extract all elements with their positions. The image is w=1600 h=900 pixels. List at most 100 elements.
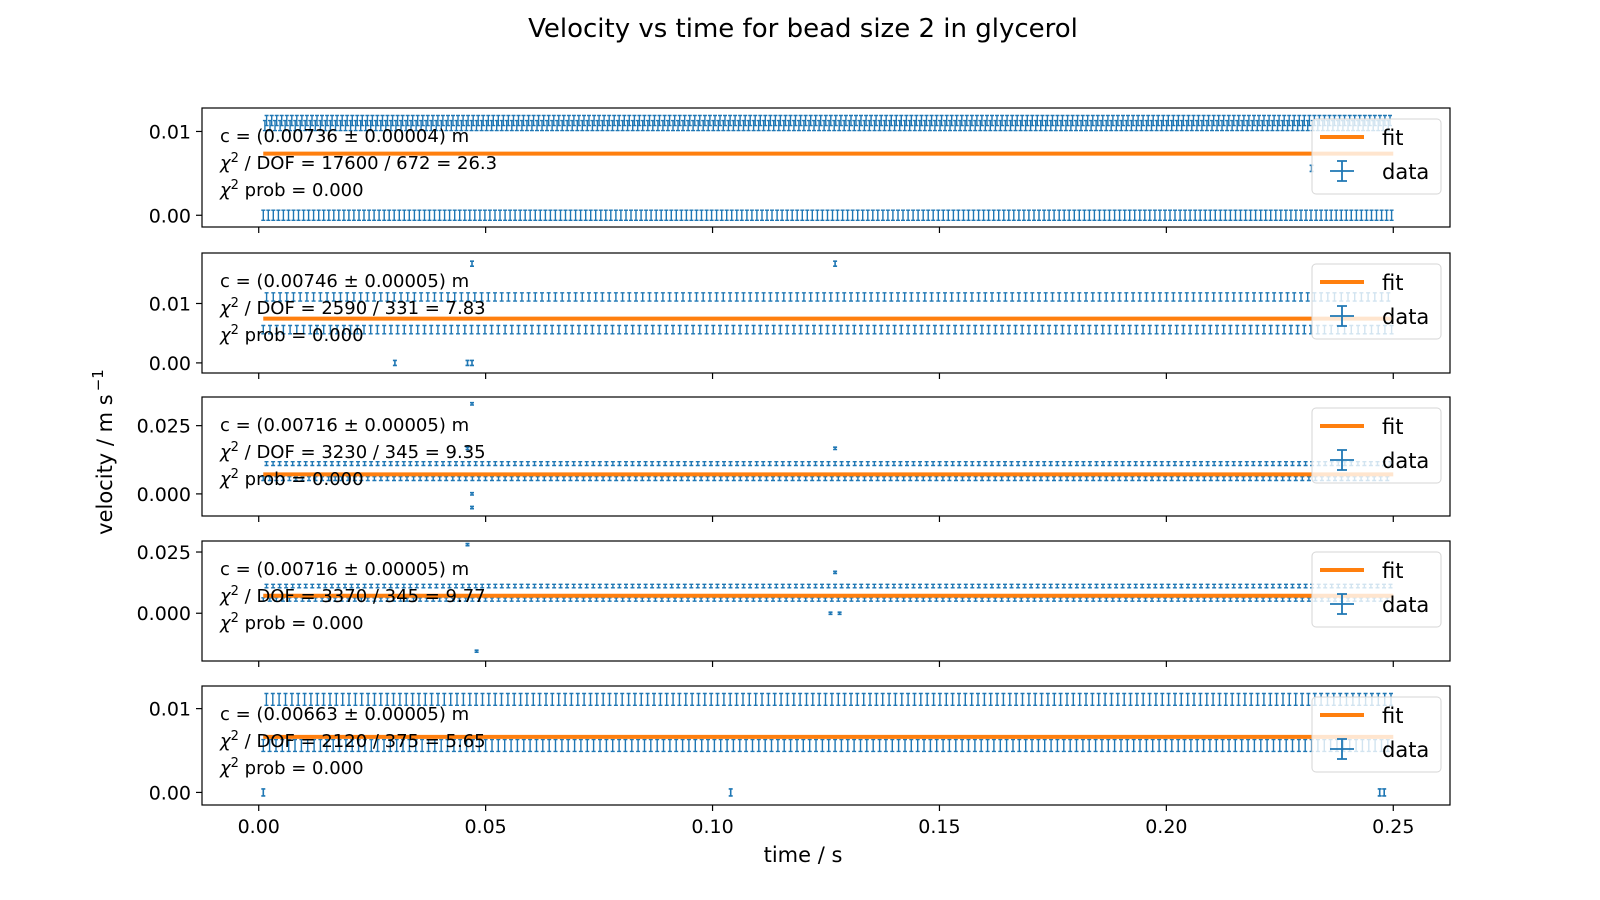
data-point <box>365 597 370 602</box>
data-point <box>1314 209 1319 221</box>
data-point <box>1097 597 1102 602</box>
data-point <box>269 114 274 127</box>
data-point <box>264 583 269 589</box>
data-point <box>604 738 609 753</box>
data-point <box>1127 324 1132 335</box>
data-point <box>1156 597 1161 602</box>
data-point <box>788 292 793 302</box>
data-point <box>813 583 818 589</box>
annotation-chi2-prob: χ2 prob = 0.000 <box>219 611 364 634</box>
data-point <box>515 738 520 753</box>
data-point <box>640 292 645 302</box>
y-tick-label: 0.01 <box>149 121 191 143</box>
data-point <box>1201 738 1206 753</box>
data-point <box>702 583 707 589</box>
data-point <box>780 209 785 221</box>
data-point <box>882 476 887 482</box>
data-point <box>338 292 343 302</box>
data-point <box>1255 324 1260 335</box>
data-point <box>1185 692 1190 706</box>
data-point <box>1014 692 1019 706</box>
data-point <box>483 738 488 753</box>
data-point <box>1179 583 1184 589</box>
data-point <box>924 114 929 127</box>
data-point <box>324 738 329 753</box>
data-point <box>558 461 563 467</box>
data-point <box>299 738 304 753</box>
data-point <box>905 583 909 589</box>
y-tick-label: 0.01 <box>149 699 191 721</box>
data-point <box>1084 692 1088 706</box>
data-point <box>1270 583 1275 589</box>
data-point <box>744 476 749 482</box>
data-point <box>561 476 566 482</box>
data-point <box>639 692 644 706</box>
data-point <box>1184 292 1189 302</box>
data-point <box>815 292 820 302</box>
data-point <box>400 114 405 127</box>
data-point <box>760 692 764 706</box>
data-point <box>499 583 504 589</box>
data-point <box>918 692 923 706</box>
data-point <box>1254 597 1259 602</box>
data-point <box>489 324 494 335</box>
data-point <box>1156 476 1161 482</box>
data-point <box>947 597 952 602</box>
data-point <box>388 738 393 753</box>
data-point <box>538 209 543 221</box>
data-point <box>656 461 661 467</box>
data-point <box>1238 583 1243 589</box>
data-point <box>614 476 619 482</box>
data-point <box>350 738 355 753</box>
data-point <box>1354 209 1359 221</box>
data-point-outlier <box>470 401 474 406</box>
data-point <box>680 738 685 753</box>
data-point <box>872 461 877 467</box>
data-point <box>1274 476 1279 482</box>
data-point <box>408 461 413 467</box>
data-point <box>1304 209 1308 221</box>
data-point <box>437 209 442 221</box>
data-point <box>493 209 497 221</box>
data-point <box>803 114 808 127</box>
data-point <box>385 597 390 602</box>
data-point <box>1244 583 1249 589</box>
data-point <box>467 461 472 467</box>
data-point <box>966 209 971 221</box>
data-point <box>1134 324 1139 335</box>
data-point <box>1244 461 1249 467</box>
data-point <box>1280 597 1285 602</box>
data-point <box>1173 209 1177 221</box>
data-point <box>718 324 722 335</box>
data-point <box>487 209 492 221</box>
data-point <box>979 738 984 753</box>
data-point <box>261 738 266 753</box>
data-point <box>669 583 674 589</box>
data-point <box>939 324 944 335</box>
x-tick-label: 0.25 <box>1372 816 1414 838</box>
data-point <box>784 476 789 482</box>
data-point <box>1003 461 1007 467</box>
data-point <box>1146 583 1151 589</box>
data-point <box>1102 209 1107 221</box>
data-point <box>398 476 403 482</box>
data-point <box>944 692 949 706</box>
data-point <box>708 461 713 467</box>
data-point <box>531 692 536 706</box>
x-tick-label: 0.10 <box>691 816 733 838</box>
data-point <box>748 114 753 127</box>
data-point <box>1319 209 1324 221</box>
data-point <box>1160 692 1165 706</box>
data-point <box>624 583 628 589</box>
data-point <box>664 324 669 335</box>
data-point <box>498 209 502 221</box>
data-point <box>372 597 377 602</box>
data-point <box>1147 209 1152 221</box>
data-point <box>1221 597 1226 602</box>
data-point <box>508 209 513 221</box>
data-point <box>318 738 323 753</box>
data-point <box>807 738 812 753</box>
data-point <box>899 324 904 335</box>
data-point <box>547 738 552 753</box>
data-point <box>473 461 478 467</box>
